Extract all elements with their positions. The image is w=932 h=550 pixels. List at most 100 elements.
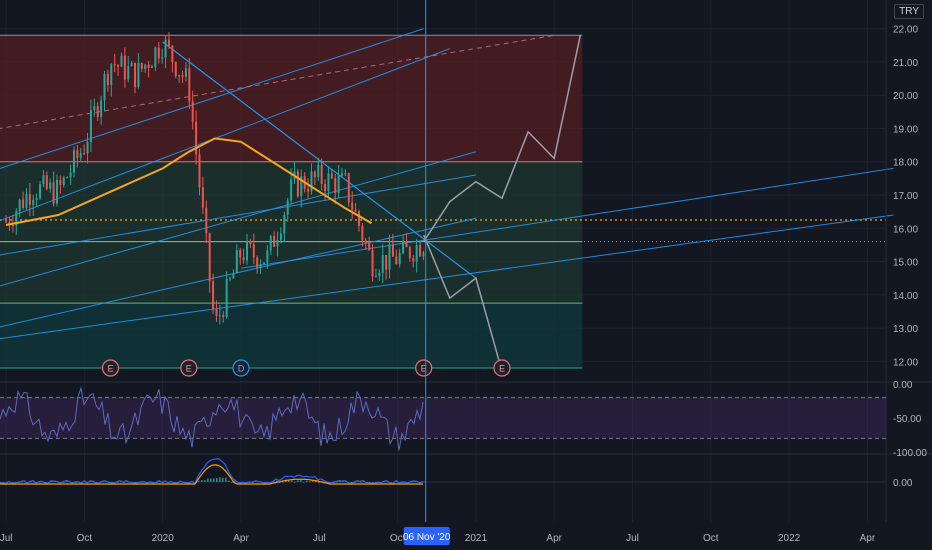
- candle-body: [330, 173, 333, 179]
- candle-body: [103, 73, 106, 101]
- rsi-line: [0, 386, 424, 451]
- candle-body: [72, 150, 75, 173]
- candle-body: [229, 278, 232, 280]
- time-axis-label: Jul: [313, 533, 326, 544]
- candle-body: [249, 240, 252, 245]
- candle-body: [378, 272, 381, 276]
- candle-body: [381, 255, 384, 273]
- cursor-date-text: 06 Nov '20: [403, 532, 451, 543]
- candle-body: [93, 106, 96, 111]
- candle-body: [22, 199, 25, 208]
- price-axis-label: 14.00: [893, 291, 918, 302]
- macd-histogram-bar: [123, 482, 125, 483]
- macd-histogram-bar: [207, 478, 209, 482]
- event-marker-label: E: [421, 364, 427, 374]
- macd-histogram-bar: [360, 481, 362, 483]
- candle-body: [422, 252, 425, 257]
- macd-histogram-bar: [228, 480, 230, 482]
- macd-histogram-bar: [276, 480, 278, 482]
- candle-body: [215, 309, 218, 316]
- macd-histogram-bar: [213, 478, 215, 482]
- macd-histogram-bar: [354, 482, 356, 483]
- candle-body: [5, 221, 8, 223]
- macd-histogram-bar: [288, 480, 290, 482]
- candle-body: [130, 62, 133, 67]
- price-axis-label: 19.00: [893, 124, 918, 135]
- candle-body: [45, 175, 48, 189]
- candle-body: [184, 68, 187, 77]
- macd-histogram-bar: [210, 478, 212, 482]
- macd-histogram-bar: [306, 480, 308, 482]
- macd-histogram-bar: [312, 481, 314, 483]
- candle-body: [232, 272, 235, 279]
- time-axis-label: Jul: [626, 533, 639, 544]
- macd-histogram-bar: [291, 480, 293, 482]
- bullish-projection-path: [423, 35, 582, 243]
- candle-body: [100, 100, 103, 117]
- candle-body: [208, 233, 211, 282]
- event-marker: E: [493, 359, 511, 377]
- candle-body: [164, 39, 167, 58]
- zone-red: [0, 35, 583, 162]
- downtrend-line: [162, 41, 477, 279]
- candle-body: [25, 193, 28, 208]
- rsi-axis-label: -50.00: [893, 414, 922, 425]
- candle-body: [106, 73, 109, 86]
- candle-body: [181, 75, 184, 77]
- candle-body: [235, 250, 238, 273]
- candle-body: [137, 63, 140, 87]
- macd-histogram-bar: [282, 481, 284, 483]
- time-axis-label: Jul: [0, 533, 12, 544]
- candle-body: [120, 55, 123, 67]
- candle-body: [262, 262, 265, 265]
- macd-histogram-bar: [201, 480, 203, 482]
- time-axis-label: Oct: [77, 533, 93, 544]
- candle-body: [147, 64, 150, 69]
- event-marker: D: [232, 359, 250, 377]
- candle-body: [178, 75, 181, 77]
- candle-body: [337, 175, 340, 194]
- candle-body: [415, 245, 418, 262]
- candle-body: [286, 200, 289, 215]
- candle-body: [361, 225, 364, 241]
- event-marker-circle: [493, 359, 511, 377]
- rsi-axis-label: -100.00: [893, 448, 927, 459]
- macd-histogram-bar: [231, 481, 233, 483]
- candle-body: [212, 281, 215, 310]
- candle-body: [140, 63, 143, 69]
- candle-body: [320, 164, 323, 184]
- candle-body: [242, 257, 245, 261]
- candle-body: [252, 244, 255, 258]
- price-axis-label: 15.00: [893, 258, 918, 269]
- event-marker-circle: [180, 359, 198, 377]
- candle-body: [127, 66, 130, 80]
- candle-body: [266, 250, 269, 263]
- candle-body: [222, 315, 225, 318]
- candle-body: [279, 233, 282, 241]
- candle-body: [290, 179, 293, 201]
- trend-line: [0, 151, 477, 287]
- candle-body: [52, 182, 55, 204]
- candle-body: [110, 64, 113, 86]
- candle-body: [174, 62, 177, 77]
- candle-body: [198, 154, 201, 188]
- macd-histogram-bar: [75, 481, 77, 483]
- candle-body: [96, 106, 99, 117]
- candle-body: [195, 121, 198, 155]
- candle-body: [117, 65, 120, 67]
- candle-body: [69, 172, 72, 178]
- macd-histogram-bar: [252, 482, 254, 483]
- macd-histogram-bar: [300, 479, 302, 482]
- candle-body: [59, 180, 62, 185]
- macd-histogram-bar: [423, 481, 425, 483]
- currency-badge[interactable]: TRY: [894, 4, 924, 19]
- candle-body: [283, 214, 286, 234]
- macd-histogram-bar: [336, 481, 338, 483]
- macd-histogram-bar: [21, 481, 23, 483]
- candle-body: [419, 245, 422, 257]
- candle-body: [364, 240, 367, 243]
- candle-body: [66, 177, 69, 179]
- macd-histogram-bar: [63, 481, 65, 483]
